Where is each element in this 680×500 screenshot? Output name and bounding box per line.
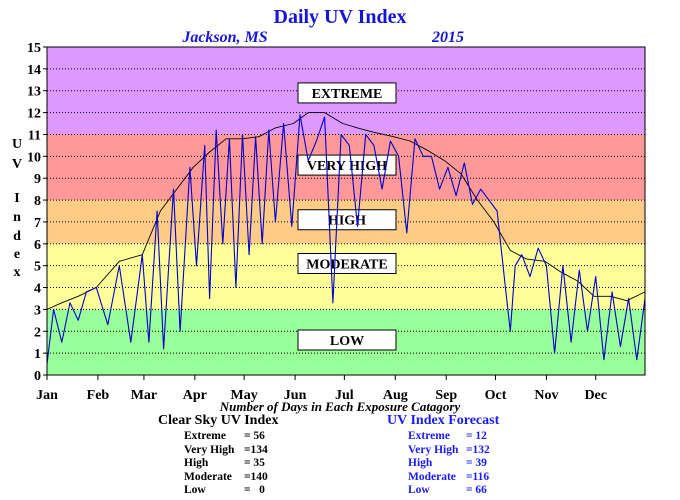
- x-tick-label: Oct: [485, 388, 507, 403]
- band-label-box: [297, 82, 397, 104]
- y-tick-label: 11: [28, 128, 41, 143]
- y-axis-label-letter: d: [13, 229, 21, 244]
- summary-row-value: = 12: [466, 430, 487, 442]
- summary-row: Extreme = 56: [184, 430, 265, 442]
- summary-row: Extreme = 12: [408, 430, 487, 442]
- y-tick-label: 8: [34, 194, 41, 209]
- x-tick-label: Jun: [284, 388, 307, 403]
- plot-frame: [46, 46, 646, 376]
- y-axis-label: UV Index: [12, 137, 22, 280]
- x-tick-label: Dec: [584, 388, 607, 403]
- x-tick-label: Feb: [87, 388, 110, 403]
- y-tick-label: 5: [34, 260, 41, 275]
- y-axis-label-letter: e: [14, 247, 20, 262]
- y-axis-label-letter: I: [14, 191, 19, 206]
- x-tick-label: May: [231, 388, 258, 403]
- forecast-summary-title: UV Index Forecast: [387, 413, 500, 428]
- forecast-series-line: [46, 114, 646, 365]
- y-tick-label: 0: [34, 369, 41, 384]
- summary-row-value: = 0: [244, 484, 265, 496]
- summary-row-value: =140: [244, 470, 268, 483]
- summary-row: High = 35: [184, 457, 265, 469]
- x-axis-label: Number of Days in Each Exposure Catagory: [219, 399, 461, 414]
- x-tick-label: Mar: [131, 388, 157, 403]
- y-tick-label: 14: [27, 63, 41, 78]
- chart-location: Jackson, MS: [181, 29, 267, 46]
- band-label: VERY HIGH: [307, 159, 387, 174]
- summary-row: High = 39: [408, 457, 487, 469]
- summary-row-label: Moderate: [184, 470, 232, 483]
- summary-row: Moderate =140: [184, 471, 268, 483]
- chart-year: 2015: [431, 29, 464, 46]
- summary-row-value: = 39: [466, 457, 487, 469]
- x-tick-label: Aug: [383, 388, 408, 403]
- summary-row-value: =134: [244, 443, 268, 456]
- summary-row-label: High: [408, 457, 433, 469]
- summary-row-value: =132: [466, 443, 490, 456]
- summary-row: Low = 66: [408, 484, 487, 496]
- y-tick-label: 4: [34, 282, 41, 297]
- y-tick-label: 7: [34, 216, 41, 231]
- x-axis-ticks: Jan Feb Mar Apr May Jun Jul Aug Sep Oct Nov Dec: [36, 375, 607, 403]
- summary-row-label: Very High: [408, 443, 459, 456]
- band-label: EXTREME: [312, 87, 383, 102]
- x-tick-label: Nov: [534, 388, 558, 403]
- y-tick-label: 10: [27, 150, 41, 165]
- y-tick-label: 15: [27, 41, 41, 56]
- y-tick-label: 12: [27, 107, 41, 122]
- summary-row-label: Low: [184, 484, 206, 496]
- clear-sky-summary-title: Clear Sky UV Index: [158, 413, 279, 428]
- summary-row-value: =116: [466, 470, 490, 483]
- band-label: LOW: [330, 334, 364, 349]
- band-label: HIGH: [328, 214, 366, 229]
- y-tick-label: 6: [34, 238, 41, 253]
- x-tick-label: Jul: [335, 388, 354, 403]
- y-tick-label: 1: [34, 347, 41, 362]
- y-tick-label: 3: [34, 303, 41, 318]
- y-axis-label-letter: x: [14, 265, 21, 280]
- chart-title: Daily UV Index: [274, 6, 407, 28]
- summary-row: Low = 0: [184, 484, 265, 496]
- summary-row: Very High =134: [184, 444, 268, 456]
- y-axis-label-letter: V: [12, 157, 22, 172]
- summary-row-label: Low: [408, 484, 430, 496]
- x-tick-label: Apr: [183, 388, 207, 403]
- band-label-box: [297, 329, 397, 351]
- summary-row-value: = 35: [244, 457, 265, 469]
- summary-row-label: Very High: [184, 443, 235, 456]
- summary-row-value: = 66: [466, 484, 487, 496]
- summary-row-label: Extreme: [408, 430, 450, 442]
- summary-row: Very High =132: [408, 444, 490, 456]
- summary-row-label: High: [184, 457, 209, 469]
- band-label-box: [297, 154, 397, 176]
- band-label-box: [297, 209, 397, 231]
- summary-row-value: = 56: [244, 430, 265, 442]
- band-label: MODERATE: [306, 257, 387, 272]
- summary-row: Moderate =116: [408, 471, 489, 483]
- x-tick-label: Jan: [36, 388, 58, 403]
- data-series: [46, 112, 646, 365]
- summary-row-label: Moderate: [408, 470, 456, 483]
- y-tick-label: 13: [27, 85, 41, 100]
- summary-row-label: Extreme: [184, 430, 226, 442]
- y-axis-label-letter: U: [12, 137, 22, 152]
- y-tick-label: 2: [34, 325, 41, 340]
- y-axis-label-letter: n: [13, 210, 21, 225]
- band-label-box: [297, 252, 397, 274]
- y-tick-label: 9: [34, 172, 41, 187]
- x-tick-label: Sep: [435, 388, 457, 403]
- band-labels: LOW MODERATE HIGH VERY HIGH EXTREME: [297, 82, 397, 351]
